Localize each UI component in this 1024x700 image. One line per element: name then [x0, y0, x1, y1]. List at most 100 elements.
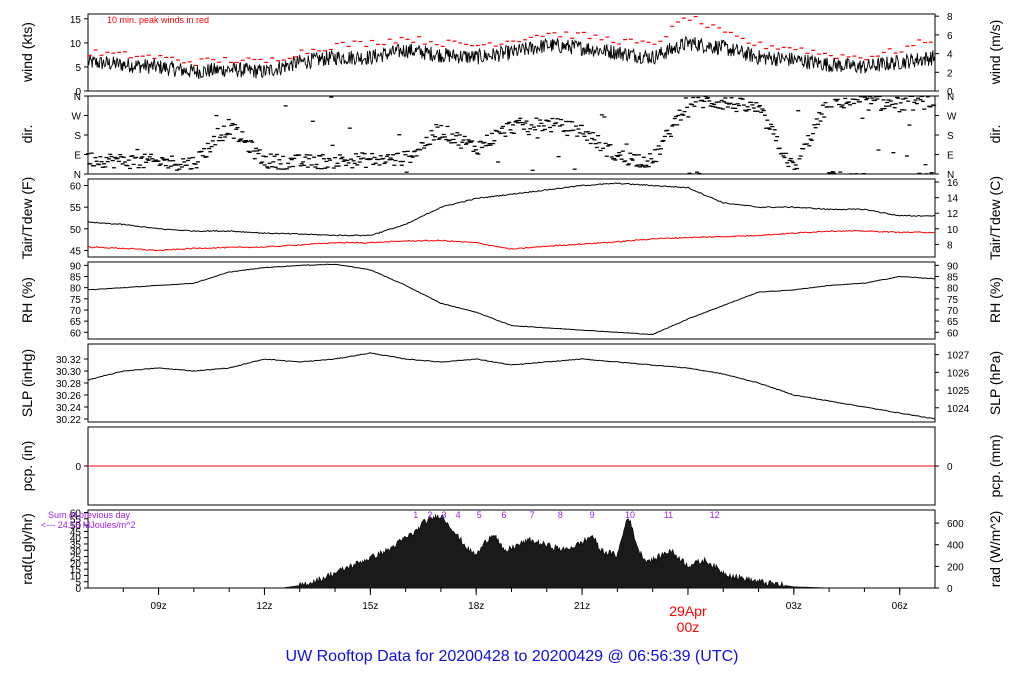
pcp-ylabel-right: pcp. (mm)	[987, 435, 1003, 498]
rh-tick-label-right: 85	[947, 273, 959, 284]
x-tick-label: 06z	[892, 601, 908, 612]
rh-ylabel-left: RH (%)	[19, 277, 35, 323]
slp-tick-label-left: 30.28	[56, 379, 81, 390]
rad-ylabel-left: rad(Lgly/hr)	[19, 513, 35, 585]
rh-tick-label-left: 75	[70, 295, 82, 306]
rad-tick-label-left: 20	[70, 559, 82, 570]
temp-panel: Tair/Tdew (F) Tair/Tdew (C) 45 50 55 60 8 10 12 1…	[19, 176, 1003, 260]
x-tick-label: 15z	[362, 601, 378, 612]
slp-series-line-0	[87, 352, 936, 420]
dir-panel: dir. dir.N NE ES SW WN N	[19, 92, 1003, 181]
temp-tick-label-left: 55	[70, 203, 82, 214]
slp-tick-label-right: 1026	[947, 368, 970, 379]
rh-frame	[87, 261, 936, 340]
temp-tick-label-left: 60	[70, 182, 82, 193]
slp-ylabel-right: SLP (hPa)	[987, 351, 1003, 415]
wind-tick-label-left: 10	[70, 39, 82, 50]
rad-tick-label-right: 0	[947, 584, 953, 595]
dir-tick-label-right: W	[947, 112, 957, 123]
slp-frame	[87, 343, 936, 423]
dir-tick-label: N	[74, 92, 81, 103]
slp-ylabel-left: SLP (inHg)	[19, 349, 35, 417]
slp-tick-label-left: 30.32	[56, 355, 81, 366]
temp-tick-label-right: 8	[947, 240, 953, 251]
rh-tick-label-right: 60	[947, 328, 959, 339]
wind-tick-label-left: 5	[75, 63, 81, 74]
figure-title: UW Rooftop Data for 20200428 to 20200429…	[285, 648, 739, 665]
slp-tick-label-right: 1025	[947, 386, 970, 397]
rad-hour-label: 4	[456, 510, 461, 520]
temp-series-line-Tair	[87, 182, 936, 237]
rad-hour-label: 9	[590, 510, 595, 520]
x-date-label: 29Apr	[669, 603, 707, 619]
temp-ylabel-left: Tair/Tdew (F)	[19, 177, 35, 259]
rh-series-line-0	[87, 263, 935, 336]
slp-tick-label-left: 30.22	[56, 415, 81, 426]
rh-tick-label-right: 75	[947, 295, 959, 306]
temp-tick-label-right: 10	[947, 225, 959, 236]
rad-tick-label-left: 35	[70, 540, 82, 551]
temp-tick-label-right: 16	[947, 178, 959, 189]
wind-tick-label-left: 0	[75, 87, 81, 98]
rh-tick-label-left: 80	[70, 284, 82, 295]
wind-tick-label-right: 8	[947, 12, 953, 23]
rh-tick-label-right: 70	[947, 306, 959, 317]
rh-tick-label-right: 90	[947, 261, 959, 272]
temp-tick-label-left: 45	[70, 247, 82, 258]
dir-ylabel-left: dir.	[19, 125, 35, 144]
temp-series-line-Tdew	[87, 229, 936, 252]
dir-tick-label: E	[74, 151, 81, 162]
slp-panel: SLP (inHg) SLP (hPa)30.2230.2430.2630.283…	[19, 343, 1003, 426]
rad-tick-label-left: 55	[70, 515, 82, 526]
rad-hour-label: 10	[625, 510, 635, 520]
x-axis: 09z 12z 15z 18z 21z 00z 03z 06z 29Apr	[122, 588, 908, 635]
slp-tick-label-left: 30.26	[56, 391, 81, 402]
pcp-panel: pcp. (in) pcp. (mm) 0 0	[19, 426, 1003, 506]
rad-tick-label-left: 45	[70, 527, 82, 538]
rad-tick-label-right: 400	[947, 541, 964, 552]
slp-tick-label-left: 30.30	[56, 367, 81, 378]
wind-panel: wind (kts) wind (m/s) 0 5 10 15 0 2 4 6 8 10 min. p…	[19, 12, 1003, 98]
rh-tick-label-left: 90	[70, 261, 82, 272]
temp-frame	[87, 178, 936, 258]
slp-tick-label-left: 30.24	[56, 403, 81, 414]
rad-hour-label: 5	[477, 510, 482, 520]
rh-tick-label-left: 65	[70, 317, 82, 328]
rh-tick-label-left: 70	[70, 306, 82, 317]
wind-tick-label-right: 2	[947, 68, 953, 79]
rad-tick-label-left: 30	[70, 546, 82, 557]
wind-frame	[87, 13, 936, 92]
rad-sum-value: <--- 24.15 MJoules/m^2	[41, 520, 136, 530]
rad-tick-label-right: 200	[947, 562, 964, 573]
rad-tick-label-left: 5	[75, 578, 81, 589]
rad-hour-label: 2	[427, 510, 432, 520]
x-tick-label: 09z	[151, 601, 167, 612]
rh-ylabel-right: RH (%)	[987, 277, 1003, 323]
radiation-area	[282, 514, 830, 589]
rad-hour-label: 6	[501, 510, 506, 520]
wind-speed-line	[87, 35, 936, 80]
rad-tick-label-left: 50	[70, 521, 82, 532]
dir-tick-label-right: N	[947, 92, 954, 103]
pcp-tick-label-right: 0	[947, 462, 953, 473]
rad-tick-label-left: 60	[70, 509, 82, 520]
wind-tick-label-right: 4	[947, 50, 953, 61]
x-tick-label: 21z	[574, 601, 590, 612]
temp-ylabel-right: Tair/Tdew (C)	[987, 176, 1003, 260]
wind-ylabel-right: wind (m/s)	[987, 20, 1003, 86]
rh-tick-label-right: 65	[947, 317, 959, 328]
temp-tick-label-right: 14	[947, 194, 959, 205]
rad-tick-label-left: 0	[75, 584, 81, 595]
wind-ylabel-left: wind (kts)	[19, 22, 35, 83]
rad-panel: rad(Lgly/hr) rad (W/m^2)05101520253035404…	[19, 509, 1003, 595]
wind-tick-label-right: 0	[947, 87, 953, 98]
rad-hour-label: 1	[413, 510, 418, 520]
dir-tick-label-right: E	[947, 151, 954, 162]
dir-ylabel-right: dir.	[987, 125, 1003, 144]
temp-tick-label-right: 12	[947, 209, 959, 220]
rad-hour-label: 12	[710, 510, 720, 520]
slp-tick-label-right: 1027	[947, 351, 970, 362]
rad-ylabel-right: rad (W/m^2)	[987, 511, 1003, 588]
